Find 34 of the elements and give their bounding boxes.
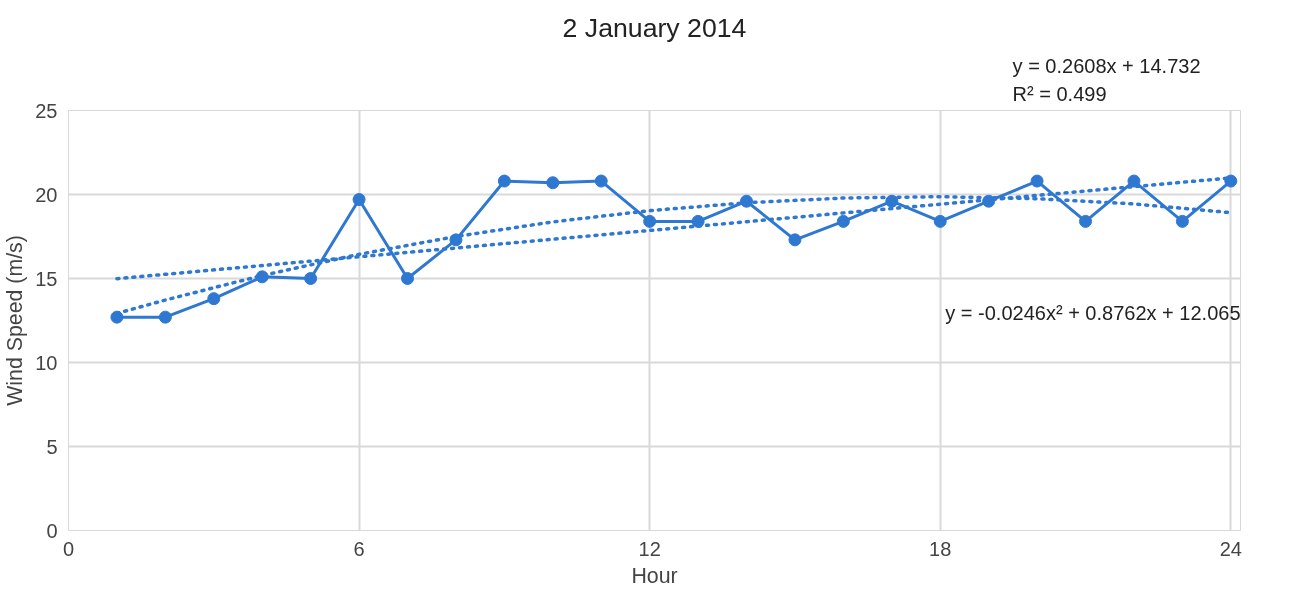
point bbox=[207, 292, 221, 306]
y-tick-label: 15 bbox=[35, 267, 58, 290]
point bbox=[497, 174, 511, 188]
y-tick-label: 20 bbox=[35, 183, 58, 206]
y-tick-label: 10 bbox=[35, 351, 58, 374]
text: y = 0.2608x + 14.732 R² = 0.499 bbox=[1012, 54, 1201, 106]
x-tick-label: 0 bbox=[62, 537, 75, 560]
point bbox=[158, 310, 172, 324]
point bbox=[643, 214, 657, 228]
point bbox=[788, 233, 802, 247]
point bbox=[1224, 174, 1238, 188]
point bbox=[836, 214, 850, 228]
point bbox=[1175, 214, 1189, 228]
x-tick-label: 24 bbox=[1219, 537, 1242, 560]
y-tick-label: 25 bbox=[35, 99, 58, 122]
point bbox=[1030, 174, 1044, 188]
x-tick-label: 18 bbox=[929, 537, 952, 560]
point bbox=[352, 193, 366, 207]
y-tick-label: 5 bbox=[46, 435, 58, 458]
point bbox=[401, 272, 415, 285]
point bbox=[1079, 214, 1093, 228]
point bbox=[594, 174, 608, 188]
x-tick-label: 12 bbox=[638, 537, 661, 560]
point bbox=[933, 214, 947, 228]
annotation: y = -0.0246x² + 0.8762x + 12.065 bbox=[945, 301, 1241, 324]
y-axis-title: Wind Speed (m/s) bbox=[3, 235, 28, 406]
chart-title: 2 January 2014 bbox=[562, 12, 747, 43]
point bbox=[1127, 174, 1141, 188]
y-tick-label: 0 bbox=[46, 519, 58, 542]
point bbox=[691, 214, 705, 228]
point bbox=[546, 176, 560, 190]
x-axis-title: Hour bbox=[631, 563, 678, 588]
x-tick-label: 6 bbox=[353, 537, 365, 560]
point bbox=[304, 272, 318, 285]
